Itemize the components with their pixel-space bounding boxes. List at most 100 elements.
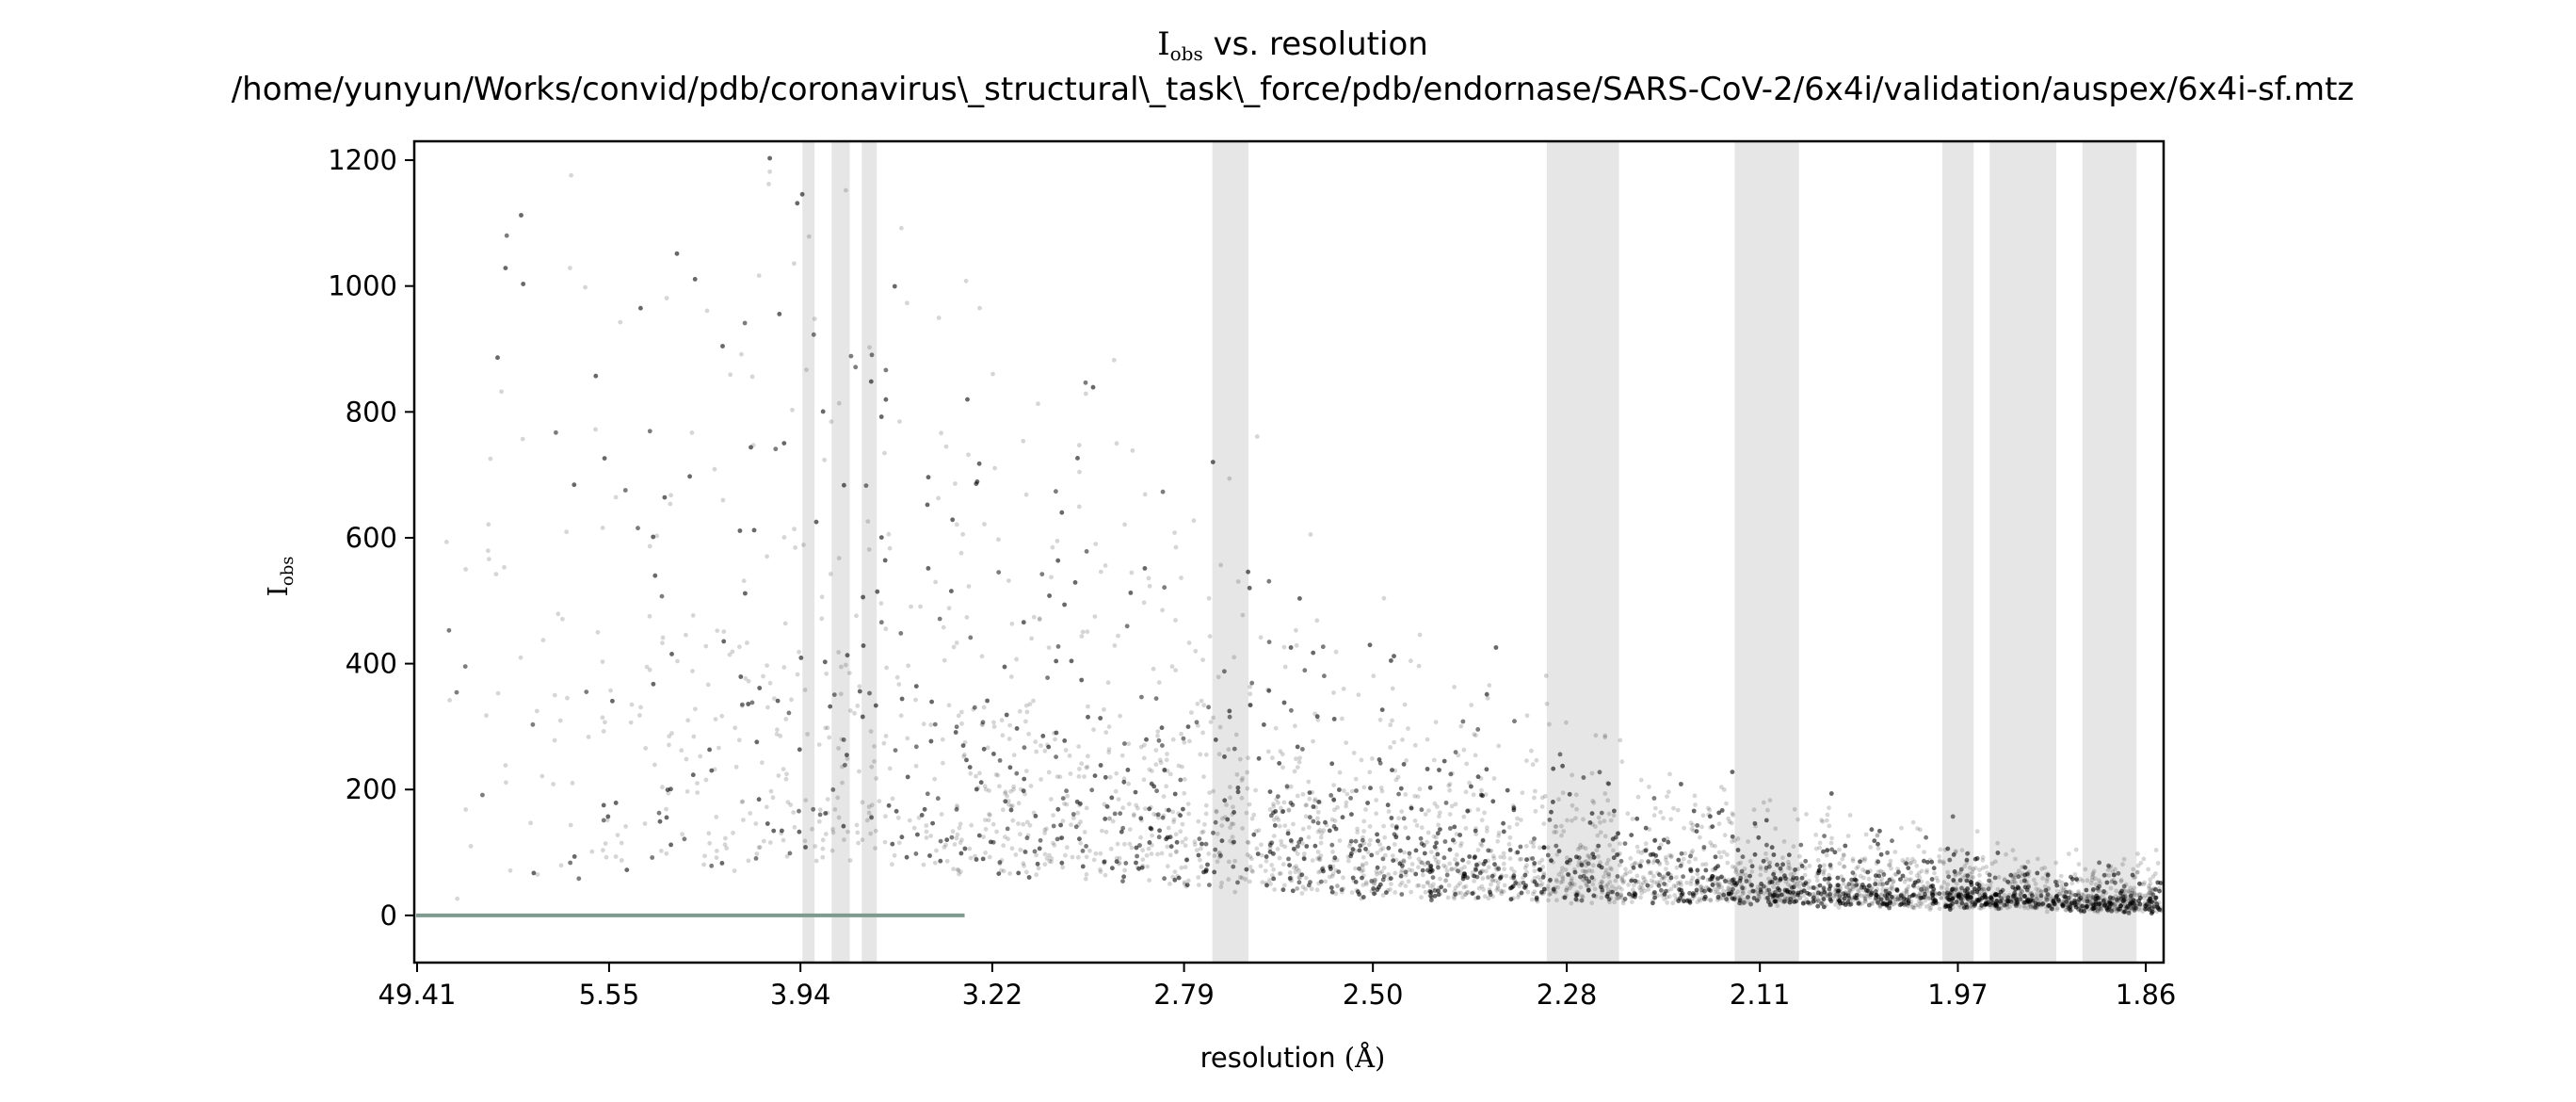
data-point bbox=[560, 616, 565, 622]
data-point bbox=[2087, 899, 2093, 904]
data-point bbox=[1337, 838, 1343, 843]
data-point bbox=[1382, 852, 1388, 858]
data-point bbox=[1887, 886, 1892, 892]
data-point bbox=[1106, 747, 1112, 752]
data-point bbox=[1578, 842, 1583, 848]
data-point bbox=[2017, 868, 2021, 873]
data-point bbox=[637, 713, 642, 718]
data-point bbox=[1608, 889, 1614, 895]
data-point bbox=[2135, 851, 2140, 856]
data-point bbox=[668, 501, 673, 507]
data-point bbox=[1267, 807, 1273, 812]
data-point bbox=[1568, 881, 1573, 886]
data-point bbox=[1698, 835, 1702, 840]
data-point bbox=[1559, 869, 1564, 874]
data-point bbox=[1591, 877, 1597, 883]
data-point bbox=[2075, 879, 2081, 883]
data-point bbox=[1602, 834, 1608, 839]
data-point bbox=[1428, 850, 1434, 854]
data-point bbox=[1280, 765, 1285, 770]
data-point bbox=[1955, 892, 1959, 898]
data-point bbox=[884, 665, 889, 671]
data-point bbox=[2063, 907, 2069, 913]
data-point bbox=[1416, 865, 1421, 870]
data-point bbox=[1342, 788, 1346, 793]
data-point bbox=[1827, 823, 1832, 829]
data-point bbox=[1783, 879, 1789, 884]
data-point bbox=[2057, 891, 2063, 897]
data-point bbox=[2088, 893, 2094, 899]
data-point bbox=[1704, 897, 1709, 901]
data-point bbox=[1178, 829, 1183, 835]
data-point bbox=[1602, 733, 1608, 738]
data-point bbox=[813, 844, 818, 849]
data-point bbox=[1425, 830, 1431, 835]
data-point bbox=[1264, 858, 1269, 864]
data-point bbox=[1600, 889, 1604, 895]
data-point bbox=[1658, 842, 1664, 848]
data-point bbox=[2143, 901, 2149, 907]
data-point bbox=[1382, 835, 1388, 840]
data-point bbox=[1122, 841, 1127, 847]
data-point bbox=[1300, 841, 1305, 846]
data-point bbox=[1872, 898, 1877, 903]
data-point bbox=[992, 465, 997, 471]
data-point bbox=[1716, 821, 1722, 827]
data-point bbox=[1351, 751, 1357, 755]
data-point bbox=[1991, 902, 1997, 908]
data-point bbox=[1980, 857, 1986, 863]
data-point bbox=[642, 821, 648, 826]
data-point bbox=[774, 732, 780, 737]
data-point bbox=[860, 800, 865, 805]
data-point bbox=[783, 717, 789, 721]
data-point bbox=[565, 695, 570, 701]
data-point bbox=[2038, 888, 2044, 894]
data-point bbox=[2156, 907, 2162, 912]
data-point bbox=[2131, 906, 2136, 911]
data-point bbox=[1608, 866, 1613, 871]
data-point bbox=[1895, 867, 1900, 872]
data-point bbox=[1600, 880, 1605, 885]
data-point bbox=[1078, 819, 1083, 824]
data-point bbox=[1634, 880, 1639, 885]
data-point bbox=[712, 767, 717, 772]
data-point bbox=[1980, 896, 1985, 900]
data-point bbox=[928, 722, 934, 727]
data-point bbox=[1141, 755, 1147, 761]
data-point bbox=[1814, 878, 1820, 883]
data-point bbox=[1964, 887, 1969, 892]
data-point bbox=[1360, 862, 1365, 867]
data-point bbox=[1860, 867, 1865, 872]
data-point bbox=[1080, 629, 1086, 635]
data-point bbox=[1129, 570, 1135, 575]
data-point bbox=[1315, 850, 1321, 854]
data-point bbox=[986, 818, 991, 823]
data-point bbox=[1479, 869, 1485, 874]
data-point bbox=[1130, 448, 1135, 453]
data-point bbox=[1993, 859, 1998, 865]
data-point bbox=[668, 493, 673, 498]
data-point bbox=[1674, 875, 1679, 880]
data-point bbox=[856, 840, 861, 846]
data-point bbox=[2120, 901, 2125, 907]
data-point bbox=[1795, 882, 1799, 886]
data-point bbox=[1855, 898, 1860, 903]
data-point bbox=[1483, 868, 1489, 874]
data-point bbox=[1844, 884, 1849, 889]
data-point bbox=[2071, 902, 2077, 908]
data-point bbox=[1899, 825, 1904, 831]
data-point bbox=[1555, 884, 1561, 890]
data-point bbox=[1034, 852, 1038, 858]
data-point bbox=[962, 739, 968, 745]
data-point bbox=[1790, 890, 1795, 896]
data-point bbox=[1987, 896, 1992, 900]
data-point bbox=[1629, 895, 1634, 899]
data-point bbox=[1664, 857, 1668, 863]
data-point bbox=[1722, 833, 1728, 838]
data-point bbox=[1630, 817, 1635, 821]
data-point bbox=[1471, 890, 1476, 895]
data-point bbox=[1524, 758, 1529, 764]
data-point bbox=[1393, 777, 1399, 783]
data-point bbox=[1861, 887, 1866, 893]
data-point bbox=[1590, 882, 1596, 887]
